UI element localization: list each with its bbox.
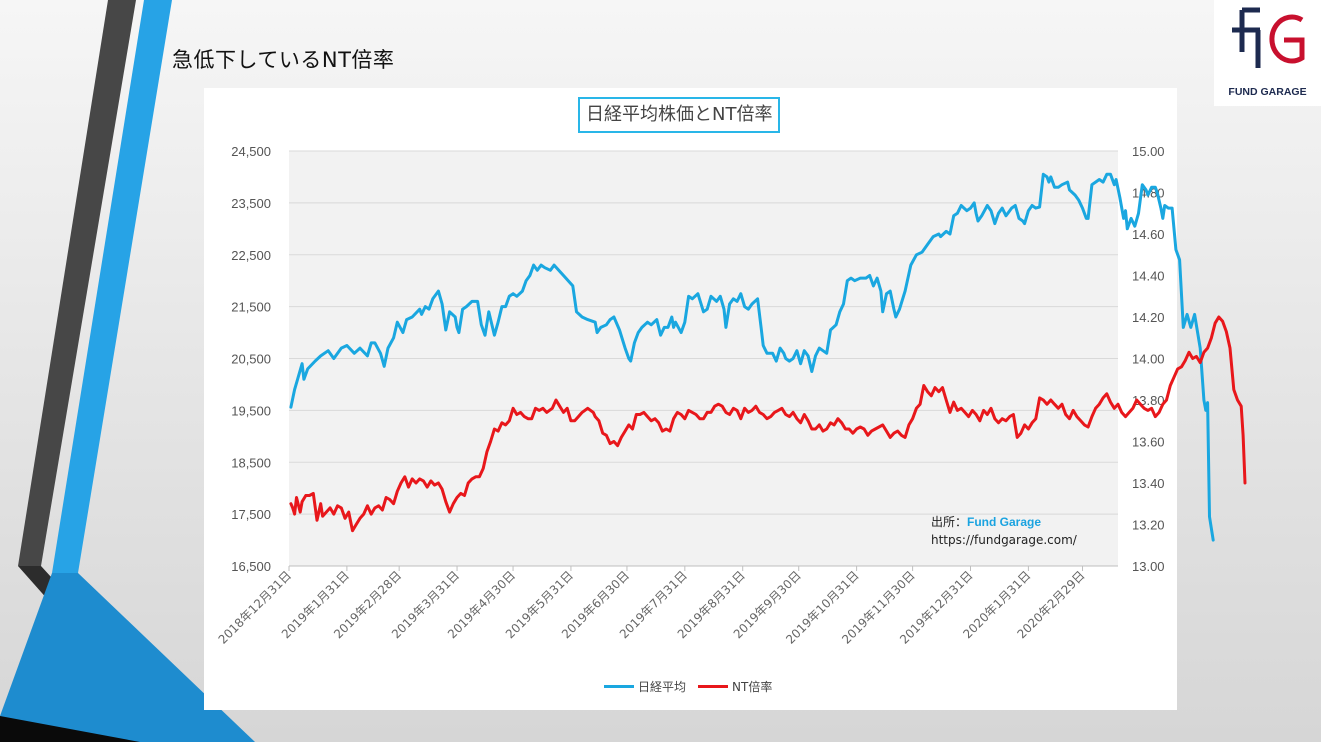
y-right-tick-label: 14.60: [1132, 227, 1165, 242]
legend-item-nikkei: 日経平均: [604, 678, 686, 695]
y-left-tick-label: 18,500: [231, 455, 271, 470]
y-left-tick-label: 20,500: [231, 352, 271, 367]
y-left-tick-label: 24,500: [231, 144, 271, 159]
chart-legend: 日経平均 NT倍率: [604, 678, 784, 695]
y-left-tick-label: 19,500: [231, 403, 271, 418]
y-right-tick-label: 13.20: [1132, 518, 1165, 533]
y-left-tick-label: 16,500: [231, 559, 271, 574]
y-left-tick-label: 22,500: [231, 248, 271, 263]
y-right-tick-label: 15.00: [1132, 144, 1165, 159]
slide-title: 急低下しているNT倍率: [172, 48, 395, 72]
y-right-tick-label: 14.40: [1132, 269, 1165, 284]
fund-garage-logo: FUND GARAGE: [1214, 0, 1321, 106]
source-url: https://fundgarage.com/: [931, 533, 1077, 547]
legend-label-nt: NT倍率: [732, 680, 773, 694]
chart-title: 日経平均株価とNT倍率: [578, 97, 781, 133]
y-right-tick-label: 13.60: [1132, 435, 1165, 450]
logo-text: FUND GARAGE: [1228, 86, 1307, 98]
source-name: Fund Garage: [967, 515, 1042, 529]
dark-stripe: [18, 0, 136, 566]
y-left-tick-label: 17,500: [231, 507, 271, 522]
series-line-nt: [289, 315, 1247, 533]
series-line-nikkei: [289, 172, 1215, 542]
corner-shade: [0, 716, 140, 742]
legend-swatch-nikkei: [604, 685, 634, 688]
source-note: 出所：Fund Garage https://fundgarage.com/: [931, 513, 1077, 549]
y-left-tick-label: 23,500: [231, 196, 271, 211]
legend-swatch-nt: [698, 685, 729, 688]
y-right-tick-label: 13.00: [1132, 559, 1165, 574]
blue-stripe-lower: [0, 573, 255, 742]
legend-label-nikkei: 日経平均: [638, 680, 687, 694]
source-label: 出所：: [931, 515, 968, 529]
y-right-tick-label: 14.00: [1132, 352, 1165, 367]
y-right-tick-label: 13.40: [1132, 476, 1165, 491]
legend-item-nt: NT倍率: [698, 678, 772, 695]
y-right-tick-label: 14.20: [1132, 310, 1165, 325]
fg-logo-icon: [1232, 7, 1305, 68]
y-left-tick-label: 21,500: [231, 300, 271, 315]
blue-stripe: [52, 0, 172, 573]
